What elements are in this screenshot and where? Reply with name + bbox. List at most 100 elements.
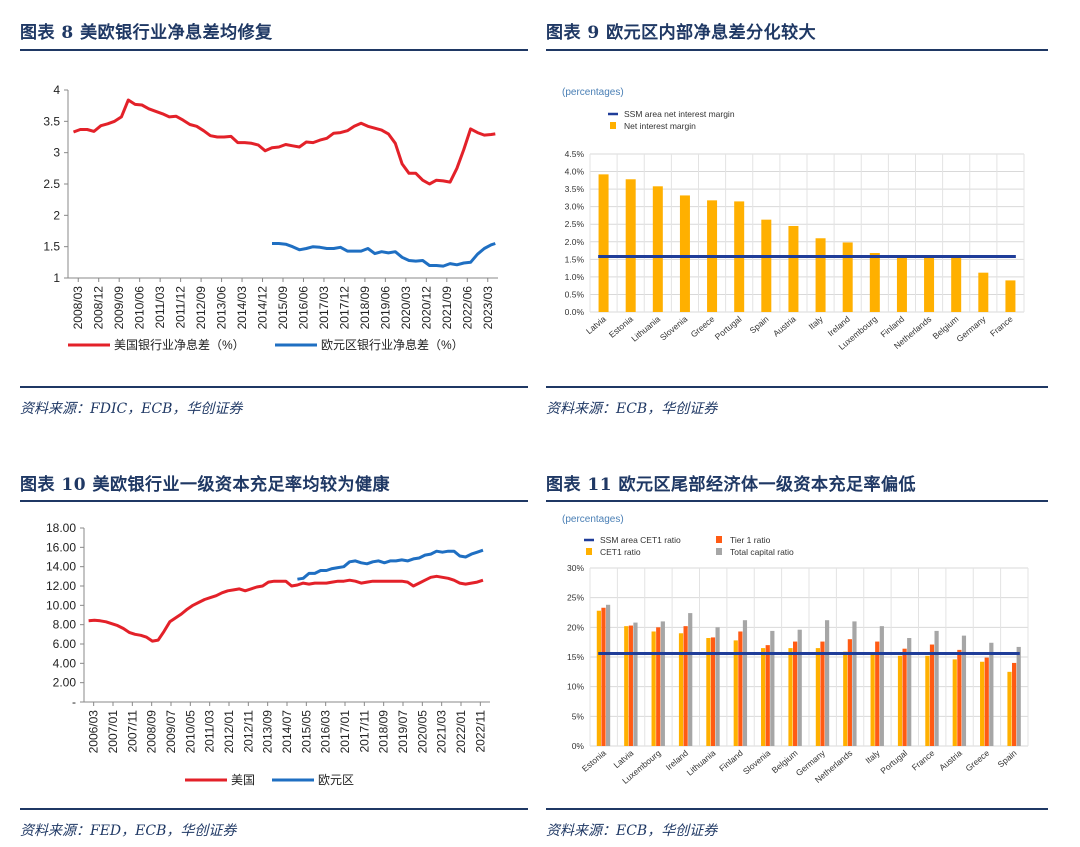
x-tick-label: 2018/09 <box>358 286 372 330</box>
bar-2 <box>907 638 912 746</box>
figure-8-chart: 1 1.5 2 2.5 3 3.5 4 2008/03 2008/12 2009/09 2010/0… <box>43 83 498 352</box>
bar-1 <box>793 641 798 746</box>
x-tick-label: Slovenia <box>658 314 690 343</box>
x-tick-label: Italy <box>863 747 882 765</box>
bar-1 <box>957 649 962 746</box>
figure-10-source: 资料来源：FED，ECB，华创证券 <box>20 823 237 839</box>
bar-0 <box>925 655 930 746</box>
legend-swatch-0 <box>610 122 616 129</box>
y-tick-label: 4.5% <box>565 149 585 159</box>
bar-0 <box>596 610 601 746</box>
figure-10-title: 图表 10 美欧银行业一级资本充足率均较为健康 <box>20 475 390 495</box>
bar-2 <box>879 626 884 746</box>
figure-9-chart: (percentages) 0.0% 0.5% 1.0% 1.5% 2.0% 2.5% 3.0… <box>562 87 1025 352</box>
bar-2 <box>934 630 939 746</box>
bar-1 <box>820 641 825 746</box>
bar-0 <box>598 174 609 312</box>
x-tick-label: 2015/09 <box>276 286 290 330</box>
legend-label-ref: SSM area CET1 ratio <box>600 535 681 545</box>
x-tick-label: 2008/03 <box>71 286 85 330</box>
figure-10-chart: - 2.00 4.00 6.00 8.00 10.00 12.00 14.00 16.00 18.… <box>46 521 490 787</box>
legend-swatch-2 <box>716 548 722 555</box>
bar-0 <box>788 648 793 746</box>
x-tick-label: Austria <box>937 748 964 773</box>
x-tick-label: Spain <box>996 748 1019 770</box>
y-tick-label: 2.5% <box>565 219 585 229</box>
x-tick-label: 2017/03 <box>317 286 331 330</box>
figure-10-top-rule <box>20 500 528 502</box>
chart-note: (percentages) <box>562 87 624 98</box>
bar-0 <box>951 257 962 312</box>
bar-0 <box>679 195 690 312</box>
y-tick-label: 2.0% <box>565 237 585 247</box>
bar-1 <box>902 648 907 746</box>
x-tick-label: 2016/06 <box>296 286 310 330</box>
x-tick-label: Italy <box>806 313 825 331</box>
x-tick-label: 2022/11 <box>473 710 487 753</box>
x-tick-label: 2017/11 <box>357 710 371 753</box>
figure-11-source: 资料来源：ECB，华创证券 <box>546 823 718 839</box>
y-tick-label: 18.00 <box>46 521 76 535</box>
y-tick-label: 1.0% <box>565 272 585 282</box>
y-tick-label: 3.5 <box>43 114 60 128</box>
legend-label-1: 欧元区 <box>318 773 354 787</box>
bar-0 <box>1005 280 1016 312</box>
x-tick-label: 2023/03 <box>481 286 495 330</box>
bar-0 <box>652 186 663 312</box>
figure-8-top-rule <box>20 49 528 51</box>
x-tick-label: 2019/06 <box>378 286 392 330</box>
bar-2 <box>852 621 857 746</box>
x-tick-label: 2007/11 <box>125 710 139 753</box>
bar-0 <box>896 256 907 312</box>
x-tick-label: Latvia <box>584 314 608 336</box>
figure-9-source: 资料来源：ECB，华创证券 <box>546 401 718 417</box>
x-tick-label: Germany <box>954 313 988 344</box>
x-tick-label: 2014/03 <box>235 286 249 330</box>
x-tick-label: 2013/09 <box>261 710 275 754</box>
y-tick-label: 5% <box>572 711 585 721</box>
x-tick-label: 2014/07 <box>280 710 294 754</box>
bar-0 <box>897 655 903 746</box>
series-line-1 <box>272 242 496 268</box>
y-tick-label: 3.0% <box>565 202 585 212</box>
x-tick-label: Portugal <box>713 314 744 342</box>
chart-note: (percentages) <box>562 514 624 525</box>
figure-9-top-rule <box>546 49 1048 51</box>
legend-label-1: 欧元区银行业净息差（%） <box>321 337 464 352</box>
bar-0 <box>980 661 985 746</box>
bar-0 <box>815 238 826 312</box>
x-tick-label: 2008/12 <box>92 286 106 330</box>
y-tick-label: 4.0% <box>565 167 585 177</box>
legend-label-ref: SSM area net interest margin <box>624 109 735 119</box>
bar-2 <box>1016 646 1021 746</box>
bar-1 <box>601 607 606 746</box>
bar-0 <box>788 225 799 312</box>
y-tick-label: - <box>72 695 76 709</box>
bar-0 <box>761 648 766 746</box>
x-tick-label: 2019/07 <box>396 710 410 754</box>
bar-0 <box>624 626 629 746</box>
x-tick-label: Latvia <box>612 748 636 770</box>
figure-9: 图表 9 欧元区内部净息差分化较大 (percentages) 0.0% 0.5% 1… <box>546 12 1048 417</box>
bar-2 <box>633 622 638 746</box>
figure-9-bottom-rule <box>546 386 1048 388</box>
x-tick-label: 2017/01 <box>338 710 352 754</box>
legend-label-0: 美国 <box>231 773 255 787</box>
x-tick-label: 2020/05 <box>415 710 429 754</box>
bar-0 <box>843 651 848 746</box>
bar-2 <box>961 635 967 746</box>
y-tick-label: 12.00 <box>46 579 76 593</box>
bar-0 <box>924 257 935 312</box>
x-tick-label: 2010/06 <box>133 286 147 330</box>
bar-0 <box>952 659 957 746</box>
bar-1 <box>738 631 743 746</box>
y-tick-label: 20% <box>567 622 584 632</box>
y-tick-label: 2.00 <box>53 676 77 690</box>
x-tick-label: Portugal <box>878 748 909 776</box>
y-tick-label: 4 <box>53 83 60 97</box>
x-tick-label: 2009/07 <box>164 710 178 754</box>
bar-2 <box>660 621 665 746</box>
x-tick-label: 2020/12 <box>419 286 433 330</box>
bar-0 <box>733 640 738 746</box>
x-tick-label: Austria <box>771 314 798 339</box>
